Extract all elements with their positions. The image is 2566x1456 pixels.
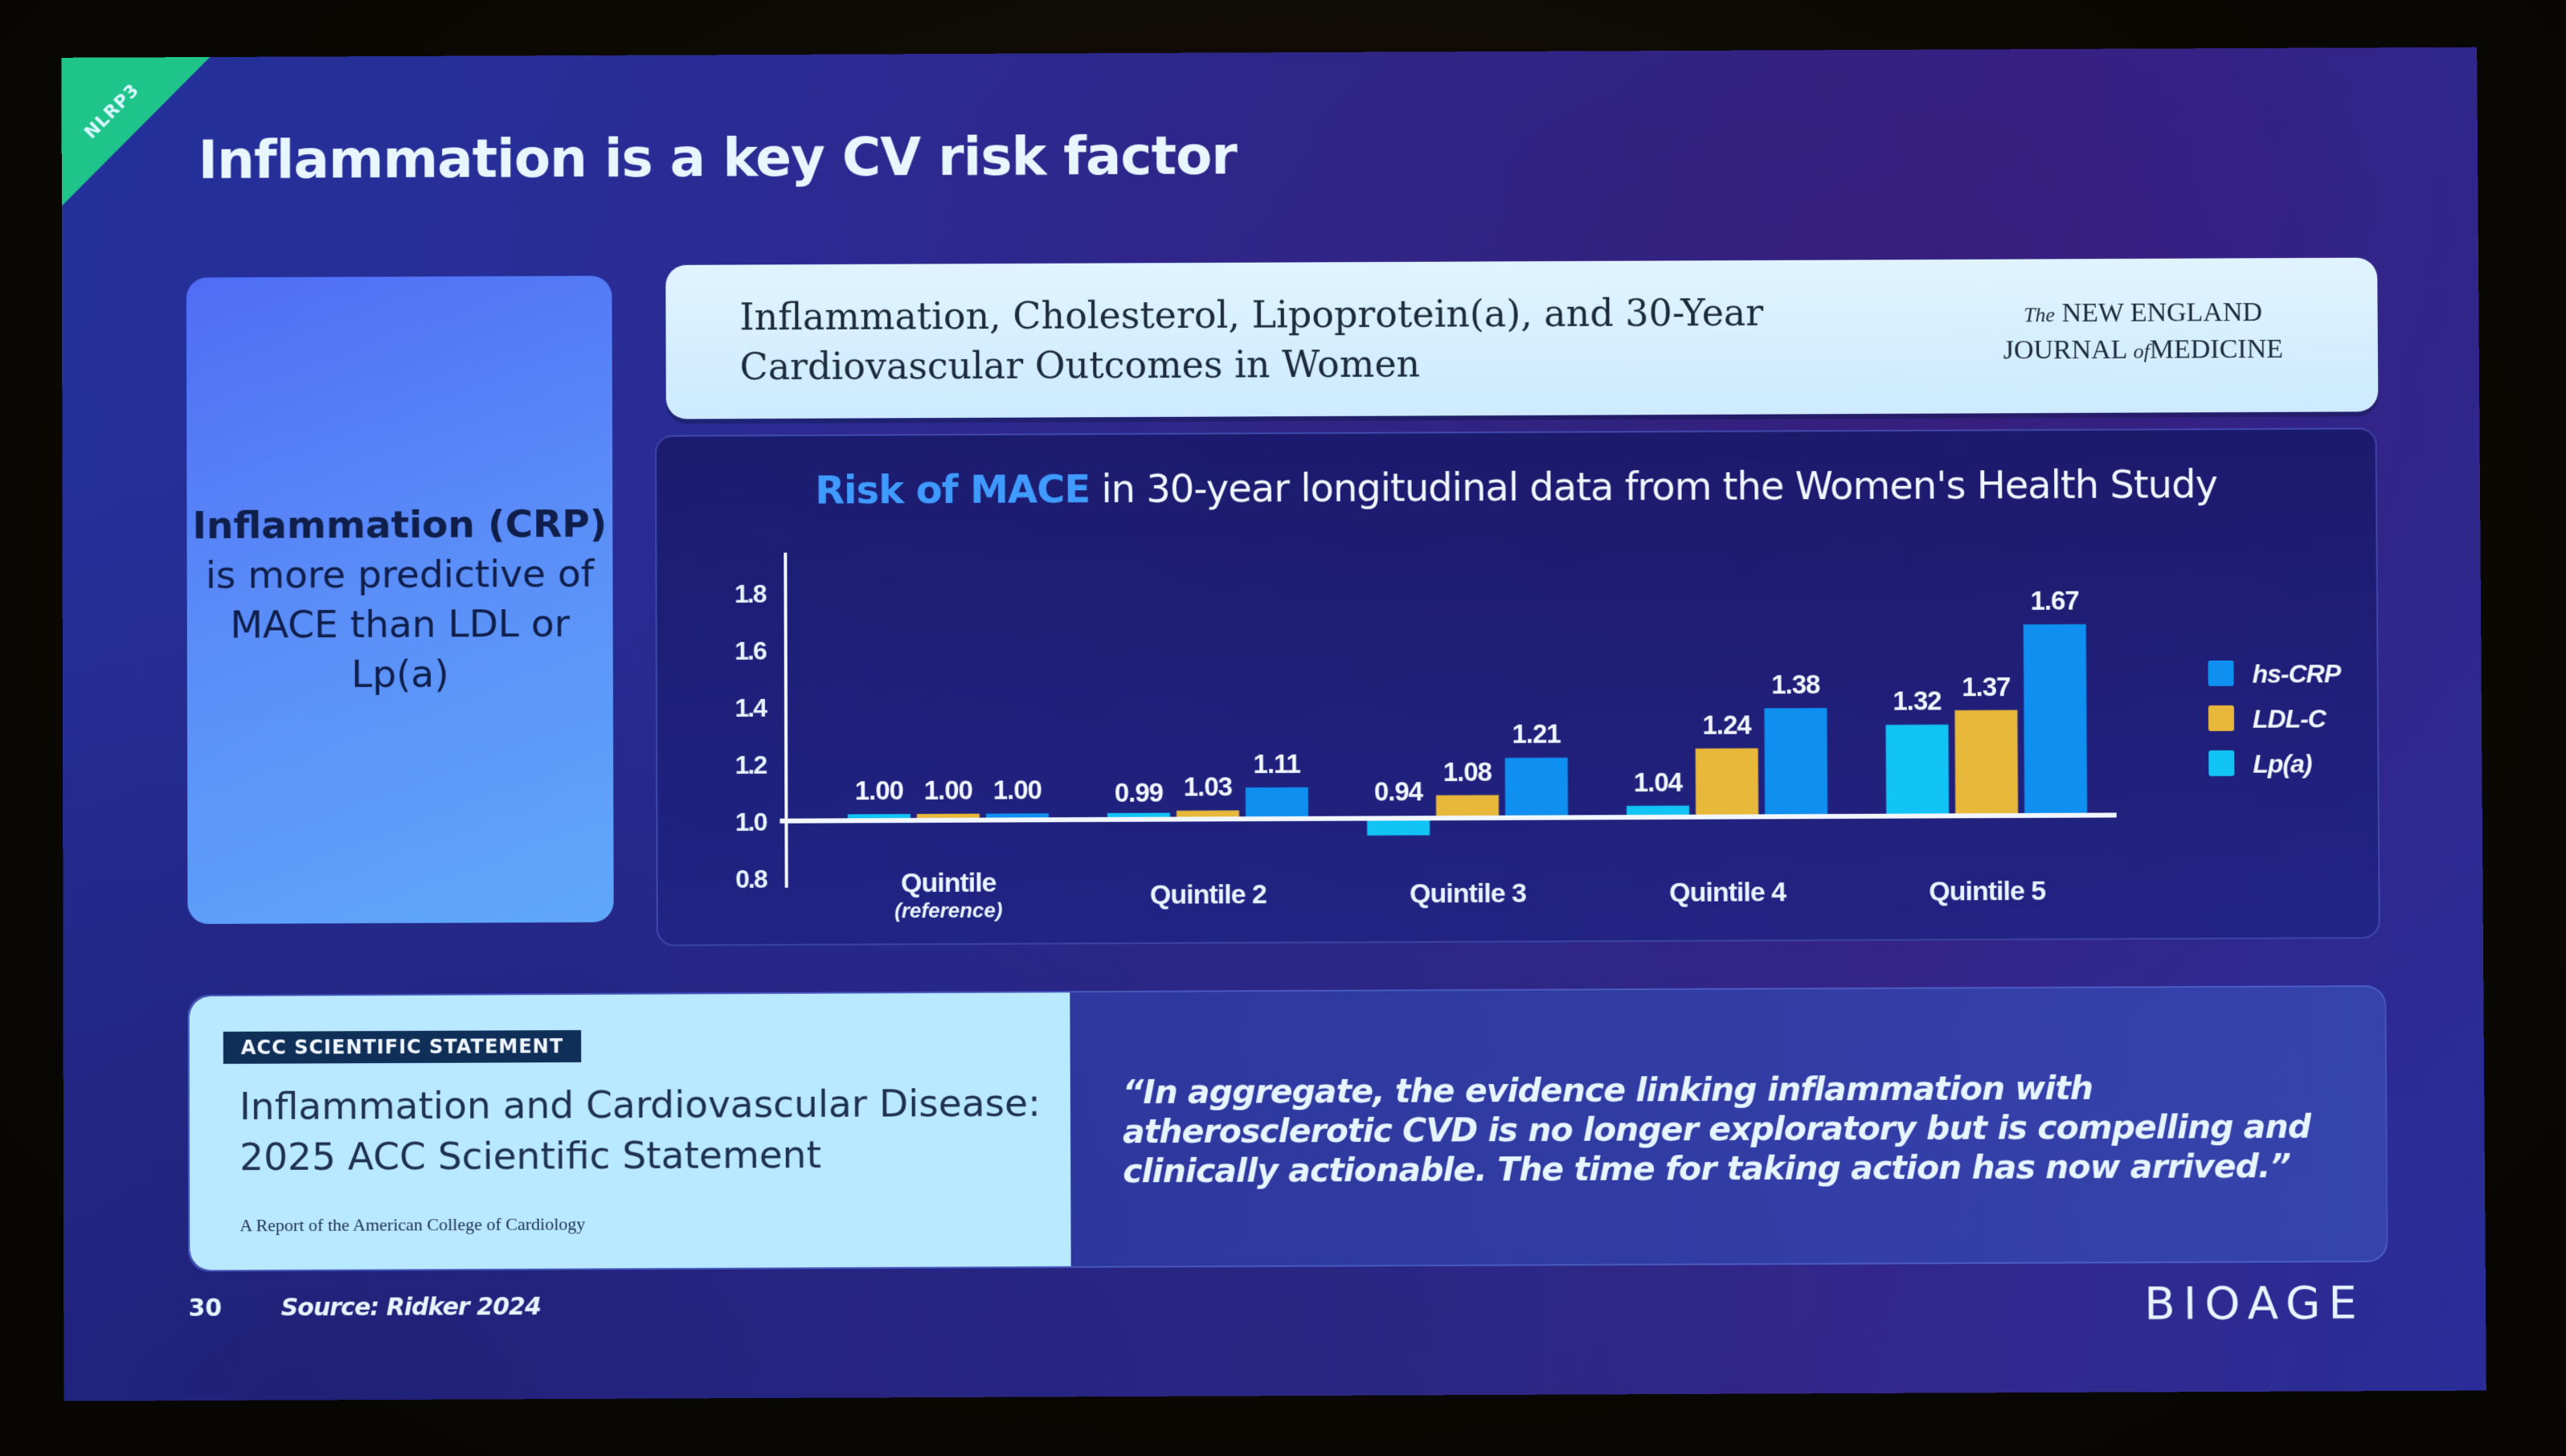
bar-hs-crp <box>1764 708 1827 816</box>
legend-swatch <box>2208 706 2234 731</box>
bioage-logo: BIOAGE <box>2144 1277 2365 1330</box>
slide-title: Inflammation is a key CV risk factor <box>198 125 1237 190</box>
category-label: Quintile 4 <box>1669 877 1786 908</box>
nejm-logo: The NEW ENGLAND JOURNAL ofMEDICINE <box>2003 295 2283 370</box>
y-tick-label: 1.0 <box>735 808 767 836</box>
slide: NLRP3 Inflammation is a key CV risk fact… <box>62 47 2486 1401</box>
y-tick-label: 1.4 <box>735 693 767 722</box>
bar-value-label: 1.03 <box>1184 772 1233 802</box>
source-citation: Source: Ridker 2024 <box>281 1293 541 1322</box>
nejm-logo-the: The <box>2024 303 2055 326</box>
acc-subtitle: A Report of the American College of Card… <box>239 1213 585 1236</box>
legend-swatch <box>2208 750 2234 776</box>
bar-ldl-c <box>1954 710 2018 816</box>
bar-lp-a- <box>1886 725 1950 816</box>
bar-value-label: 0.94 <box>1374 776 1424 806</box>
bar-value-label: 1.24 <box>1702 710 1752 739</box>
bar-ldl-c <box>1436 795 1499 818</box>
category-label: Quintile 5 <box>1929 876 2045 907</box>
baseline-axis <box>780 815 2116 820</box>
corner-tag: NLRP3 <box>62 57 211 206</box>
bar-value-label: 1.00 <box>993 775 1042 804</box>
bar-value-label: 1.00 <box>924 775 972 805</box>
bar-value-label: 1.21 <box>1512 719 1561 749</box>
page-number: 30 <box>188 1294 222 1323</box>
bar-value-label: 1.67 <box>2030 586 2078 616</box>
acc-quote: “In aggregate, the evidence linking infl… <box>1123 1068 2330 1192</box>
y-tick-label: 1.6 <box>735 636 767 665</box>
bar-hs-crp <box>2024 624 2087 816</box>
bar-value-label: 0.99 <box>1115 778 1164 808</box>
corner-tag-label: NLRP3 <box>80 80 143 143</box>
y-tick-label: 1.8 <box>735 579 767 608</box>
bar-hs-crp <box>1246 787 1308 819</box>
key-message-rest: is more predictive of MACE than LDL or L… <box>206 551 594 696</box>
key-message-text: Inflammation (CRP) is more predictive of… <box>186 499 612 700</box>
nejm-logo-medicine: MEDICINE <box>2150 334 2283 365</box>
acc-statement-card: ACC SCIENTIFIC STATEMENT Inflammation an… <box>188 985 2388 1272</box>
chart-card: Risk of MACE in 30-year longitudinal dat… <box>655 427 2380 946</box>
bar-value-label: 1.32 <box>1893 686 1942 716</box>
bar-value-label: 1.04 <box>1634 767 1684 797</box>
bar-value-label: 1.00 <box>855 775 903 805</box>
nejm-logo-line1: NEW ENGLAND <box>2061 297 2262 328</box>
legend-label: LDL-C <box>2253 704 2327 733</box>
legend-label: Lp(a) <box>2253 749 2312 778</box>
category-label: Quintile <box>901 868 997 899</box>
nejm-citation-card: Inflammation, Cholesterol, Lipoprotein(a… <box>665 258 2378 419</box>
bar-value-label: 1.37 <box>1962 672 2010 701</box>
bar-value-label: 1.38 <box>1771 669 1820 699</box>
bar-value-label: 1.11 <box>1253 749 1300 779</box>
nejm-logo-of: of <box>2134 340 2150 363</box>
acc-badge: ACC SCIENTIFIC STATEMENT <box>223 1030 581 1064</box>
category-label: Quintile 2 <box>1150 879 1267 910</box>
y-tick-label: 0.8 <box>735 865 767 894</box>
key-message-card: Inflammation (CRP) is more predictive of… <box>186 276 614 924</box>
bar-ldl-c <box>1696 748 1758 817</box>
bar-value-label: 1.08 <box>1443 756 1492 786</box>
category-label: Quintile 3 <box>1410 878 1526 910</box>
acc-title: Inflammation and Cardiovascular Disease:… <box>239 1078 1052 1184</box>
legend-swatch <box>2208 661 2234 686</box>
y-tick-label: 1.2 <box>735 750 767 779</box>
category-sublabel: (reference) <box>894 898 1002 923</box>
key-message-bold: Inflammation (CRP) <box>192 501 607 547</box>
mace-bar-chart: 0.8 1.0 1.2 1.4 1.6 1.8 1.00 1.00 1.00 Quintile(r… <box>657 429 2379 944</box>
nejm-logo-journal: JOURNAL <box>2003 335 2127 366</box>
bar-hs-crp <box>1505 758 1568 818</box>
nejm-article-title: Inflammation, Cholesterol, Lipoprotein(a… <box>739 288 1783 391</box>
legend-label: hs-CRP <box>2252 659 2341 689</box>
acc-citation-panel: ACC SCIENTIFIC STATEMENT Inflammation an… <box>190 992 1071 1270</box>
y-axis <box>785 553 786 888</box>
